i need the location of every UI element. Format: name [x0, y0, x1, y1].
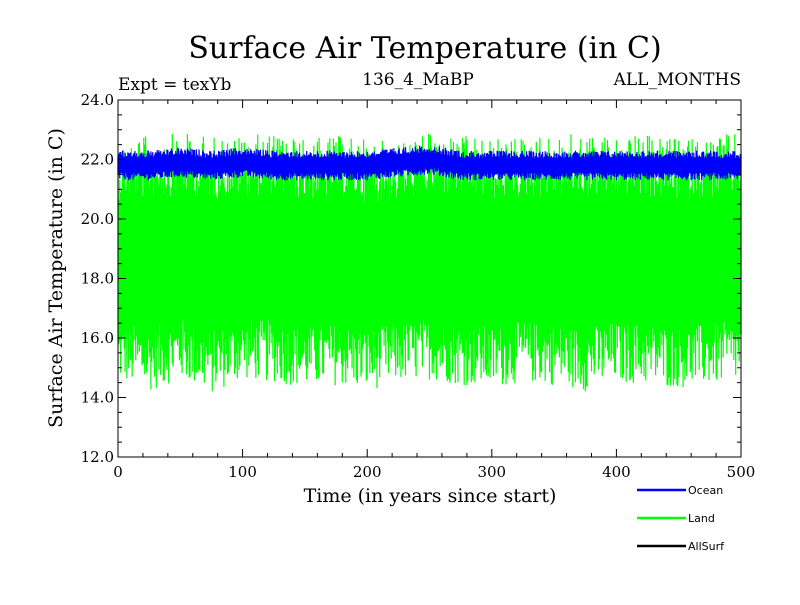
- y-axis-label: Surface Air Temperature (in C): [45, 128, 67, 428]
- y-tick-label: 20.0: [81, 210, 114, 228]
- plot-area: [117, 133, 742, 392]
- x-tick-label: 0: [113, 463, 123, 481]
- chart-title: Surface Air Temperature (in C): [188, 31, 661, 66]
- legend-label-allsurf: AllSurf: [688, 540, 725, 553]
- axes: 0 100 200 300 400 500 12.0 14.0 16.0 18.0 20.0 22.0…: [81, 91, 756, 481]
- legend-label-ocean: Ocean: [688, 484, 723, 497]
- series-land-line: [117, 133, 742, 392]
- period-label: 136_4_MaBP: [362, 70, 474, 90]
- months-label: ALL_MONTHS: [613, 70, 741, 90]
- legend-label-land: Land: [688, 512, 715, 525]
- x-tick-label: 500: [727, 463, 756, 481]
- x-axis-label: Time (in years since start): [304, 485, 557, 507]
- y-tick-label: 14.0: [81, 389, 114, 407]
- x-tick-label: 400: [602, 463, 631, 481]
- y-tick-label: 22.0: [81, 151, 114, 169]
- x-tick-label: 300: [477, 463, 506, 481]
- y-tick-label: 12.0: [81, 448, 114, 466]
- x-tick-label: 200: [353, 463, 382, 481]
- y-tick-label: 16.0: [81, 329, 114, 347]
- x-tick-label: 100: [228, 463, 257, 481]
- experiment-label: Expt = texYb: [118, 75, 231, 95]
- y-tick-label: 24.0: [81, 91, 114, 109]
- series-ocean-line: [117, 145, 742, 181]
- y-tick-label: 18.0: [81, 270, 114, 288]
- legend: Ocean Land AllSurf: [637, 484, 725, 553]
